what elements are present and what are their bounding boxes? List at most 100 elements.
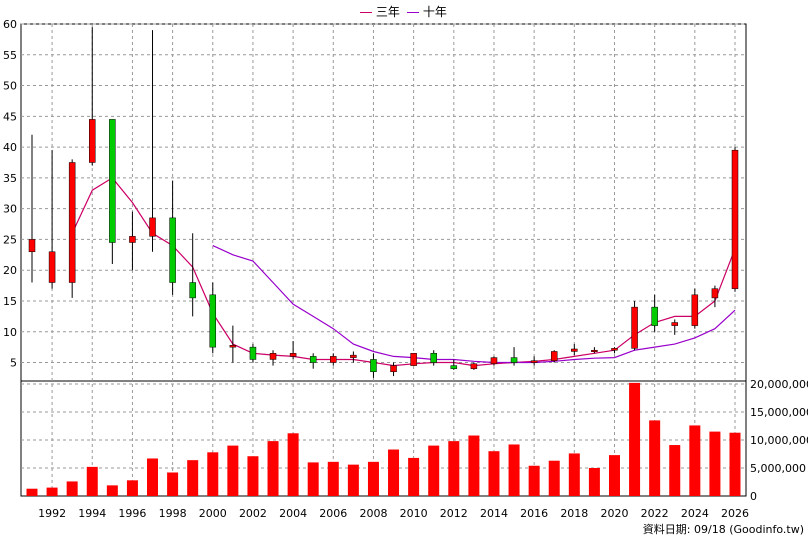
candle-body: [269, 353, 277, 360]
volume-bar: [106, 485, 118, 496]
volume-bar: [408, 457, 420, 496]
candle-body: [410, 353, 417, 366]
candle-body: [109, 119, 116, 243]
x-tick-label: 2024: [681, 507, 709, 520]
candle-body: [450, 365, 458, 369]
candle-body: [430, 353, 437, 363]
volume-y-tick-label: 5,000,000: [750, 462, 806, 475]
x-tick-label: 2022: [641, 507, 669, 520]
volume-y-tick-label: 20,000,000: [750, 378, 808, 391]
candle-body: [711, 288, 719, 299]
candle-body: [611, 348, 618, 351]
x-tick-label: 2004: [279, 507, 307, 520]
price-y-tick-label: 50: [3, 80, 17, 93]
candle-body: [48, 251, 56, 283]
volume-bar: [548, 460, 560, 496]
volume-bar: [287, 433, 299, 496]
legend-label-ten-year: 十年: [422, 5, 447, 19]
volume-bar: [26, 488, 38, 496]
legend-ten-year: 十年: [407, 3, 447, 20]
candle-body: [671, 322, 678, 326]
volume-bar: [608, 455, 620, 496]
x-tick-label: 1996: [118, 507, 146, 520]
x-tick-label: 1998: [159, 507, 187, 520]
price-y-tick-label: 40: [3, 141, 17, 154]
volume-y-tick-label: 0: [750, 490, 757, 503]
candle-body: [631, 306, 638, 349]
candle-body: [530, 360, 538, 363]
price-y-tick-label: 55: [3, 49, 17, 62]
x-tick-label: 1992: [38, 507, 66, 520]
x-tick-label: 2006: [319, 507, 347, 520]
volume-bar: [448, 441, 460, 496]
volume-bar: [689, 425, 701, 496]
volume-bar: [468, 435, 480, 496]
legend-three-year: 三年: [360, 3, 400, 20]
candle-body: [289, 353, 297, 357]
volume-bar: [307, 462, 319, 496]
candle-body: [691, 294, 699, 326]
volume-bar: [126, 480, 138, 496]
candle-body: [470, 363, 478, 369]
candle-body: [651, 306, 658, 326]
volume-bar: [207, 452, 219, 496]
candle-body: [731, 149, 739, 289]
candle-body: [490, 357, 498, 365]
legend-line-three-year: [360, 12, 372, 13]
price-y-tick-label: 60: [3, 18, 17, 31]
candle-body: [309, 356, 317, 363]
volume-bar: [388, 449, 400, 496]
x-tick-label: 2020: [600, 507, 628, 520]
candle-body: [370, 359, 377, 373]
volume-plot-frame: [20, 380, 747, 497]
volume-bar: [187, 460, 199, 496]
volume-bar: [508, 444, 520, 496]
volume-bar: [568, 453, 580, 496]
x-tick-label: 2008: [359, 507, 387, 520]
volume-bar: [227, 445, 239, 496]
moving-average-line: [212, 245, 736, 364]
candle-body: [571, 348, 578, 352]
candle-body: [591, 349, 598, 352]
candle-body: [129, 236, 136, 243]
volume-bar: [66, 481, 78, 496]
candle-body: [330, 356, 337, 363]
volume-bar: [267, 441, 279, 496]
candle-body: [89, 119, 96, 163]
x-tick-label: 2018: [560, 507, 588, 520]
source-note: 資料日期: 09/18 (Goodinfo.tw): [642, 523, 804, 536]
volume-bar: [327, 461, 339, 496]
x-tick-label: 2002: [239, 507, 267, 520]
candle-body: [510, 357, 518, 363]
price-y-tick-label: 25: [3, 233, 17, 246]
volume-bar: [709, 431, 721, 496]
volume-bar: [729, 432, 741, 496]
volume-bar: [488, 451, 500, 496]
candle-body: [68, 162, 76, 283]
x-tick-label: 2016: [520, 507, 548, 520]
volume-y-tick-label: 10,000,000: [750, 434, 808, 447]
price-y-tick-label: 30: [3, 203, 17, 216]
volume-bar: [528, 465, 540, 496]
price-y-tick-label: 20: [3, 264, 17, 277]
candle-body: [390, 365, 397, 373]
volume-bar: [428, 445, 440, 496]
candle-body: [229, 345, 237, 348]
price-y-tick-label: 5: [10, 357, 17, 370]
volume-bar: [147, 458, 159, 496]
volume-bar: [46, 487, 58, 496]
x-tick-label: 1994: [78, 507, 106, 520]
price-y-tick-label: 35: [3, 172, 17, 185]
volume-bar: [629, 382, 641, 496]
candle-body: [189, 282, 196, 299]
candle-body: [149, 217, 156, 237]
volume-bar: [649, 420, 661, 496]
price-y-tick-label: 45: [3, 110, 17, 123]
x-tick-label: 2026: [721, 507, 749, 520]
price-y-tick-label: 15: [3, 295, 17, 308]
candle-body: [249, 346, 257, 360]
volume-bar: [367, 461, 379, 496]
candle-body: [350, 354, 357, 358]
x-tick-label: 2014: [480, 507, 508, 520]
